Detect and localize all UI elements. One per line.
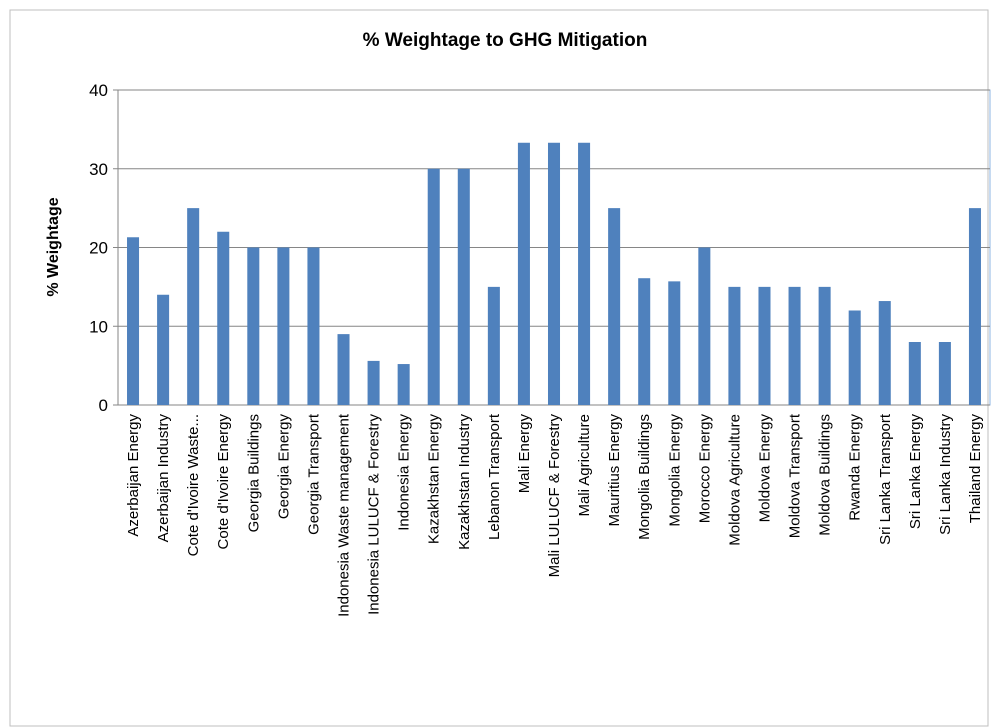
x-tick-label: Indonesia LULUCF & Forestry xyxy=(366,414,383,615)
bar xyxy=(878,301,891,405)
bar xyxy=(457,168,470,405)
x-tick-label: Moldova Energy xyxy=(756,414,773,523)
x-tick-label: Mali Agriculture xyxy=(576,414,593,517)
bar xyxy=(127,237,140,405)
x-tick-label: Georgia Energy xyxy=(275,414,292,520)
bar xyxy=(547,142,561,405)
x-tick-label: Moldova Buildings xyxy=(817,414,834,536)
x-tick-label: Cote d'Ivoire Waste... xyxy=(185,414,202,556)
bar xyxy=(277,247,290,405)
y-axis-label: % Weightage xyxy=(45,197,62,296)
x-tick-label: Thailand Energy xyxy=(967,414,984,524)
x-tick-label: Moldova Agriculture xyxy=(726,414,743,546)
x-tick-label: Sri Lanka Transport xyxy=(877,413,894,545)
x-tick-label: Lebanon Transport xyxy=(486,413,503,540)
y-tick-label: 30 xyxy=(89,160,108,179)
bar xyxy=(728,286,741,405)
bar xyxy=(788,286,801,405)
bar xyxy=(758,286,771,405)
chart-title: % Weightage to GHG Mitigation xyxy=(363,30,648,51)
bar xyxy=(638,278,651,405)
x-tick-label: Kazakhstan Energy xyxy=(426,414,443,545)
bar xyxy=(427,168,440,405)
x-tick-label: Azerbaijan Industry xyxy=(155,414,172,543)
y-tick-label: 20 xyxy=(89,239,108,258)
bar xyxy=(608,208,621,405)
bar xyxy=(698,247,711,405)
x-tick-label: Georgia Buildings xyxy=(245,414,262,532)
bar xyxy=(367,360,380,405)
x-tick-label: Cote d'Ivoire Energy xyxy=(215,414,232,550)
bar xyxy=(848,310,861,405)
x-tick-label: Morocco Energy xyxy=(696,414,713,524)
bar xyxy=(938,342,951,405)
x-tick-label: Indonesia Energy xyxy=(396,414,413,531)
x-tick-label: Mali LULUCF & Forestry xyxy=(546,414,563,578)
x-tick-label: Moldova Transport xyxy=(787,413,804,538)
x-tick-label: Georgia Transport xyxy=(305,413,322,535)
bar xyxy=(578,142,591,405)
bar xyxy=(157,294,170,405)
bar xyxy=(517,142,530,405)
x-tick-label: Mali Energy xyxy=(516,414,533,494)
bar xyxy=(307,247,320,405)
bar xyxy=(187,208,200,405)
bar xyxy=(668,281,681,405)
bar xyxy=(487,286,500,405)
x-tick-label: Azerbaijan Energy xyxy=(125,414,142,537)
x-tick-label: Kazakhstan Industry xyxy=(456,414,473,550)
x-tick-label: Mauritius Energy xyxy=(606,414,623,527)
bar xyxy=(968,208,981,405)
x-tick-label: Mongolia Energy xyxy=(666,414,683,527)
x-tick-label: Rwanda Energy xyxy=(847,414,864,521)
bar xyxy=(247,247,260,405)
x-tick-label: Indonesia Waste management xyxy=(336,413,353,617)
y-tick-label: 0 xyxy=(99,396,108,415)
x-tick-label: Mongolia Buildings xyxy=(636,414,653,540)
bar xyxy=(337,334,350,405)
bar xyxy=(908,342,921,405)
x-tick-label: Sri Lanka Industry xyxy=(937,414,954,535)
bar xyxy=(818,286,831,405)
bar xyxy=(217,231,230,405)
bar xyxy=(397,364,410,405)
y-tick-label: 40 xyxy=(89,81,108,100)
x-tick-label: Sri Lanka Energy xyxy=(907,414,924,530)
y-tick-label: 10 xyxy=(89,317,108,336)
